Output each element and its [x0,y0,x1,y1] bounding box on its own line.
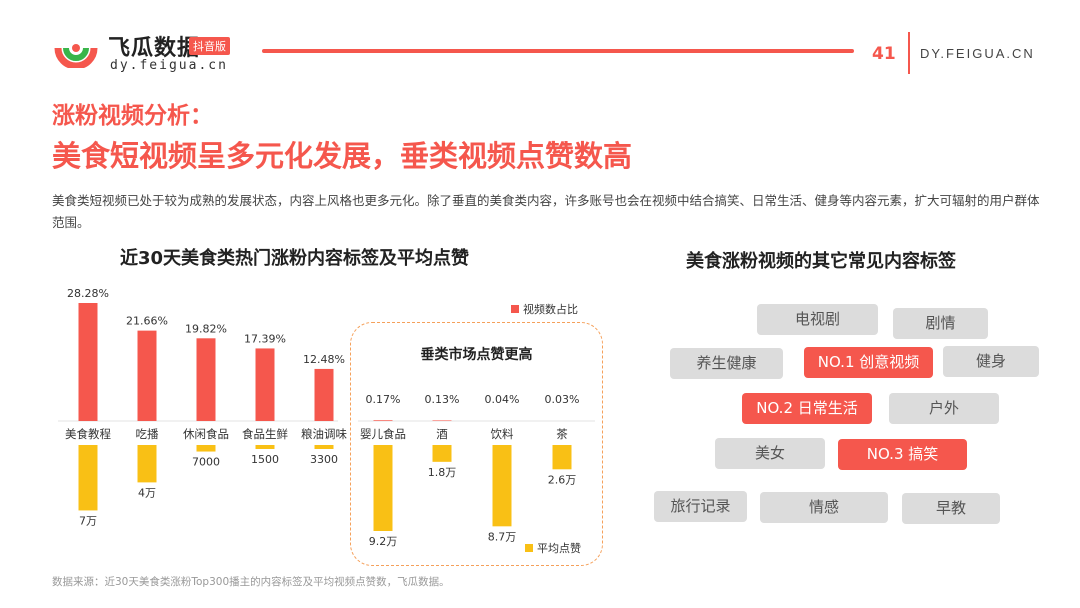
category-label: 粮油调味 [301,427,347,441]
highlight-box [350,322,603,566]
bar-video-share [314,368,334,421]
bar-video-share [78,303,98,421]
data-label-video-share: 0.17% [366,393,401,406]
tag-label: 情感 [760,492,888,523]
tag-label: 早教 [902,493,1000,524]
data-label-video-share: 0.04% [485,393,520,406]
tag-highlight: NO.2 日常生活 [742,393,872,424]
category-label: 休闲食品 [183,427,229,441]
bar-video-share [137,330,157,421]
data-label-avg-likes: 7000 [192,456,220,469]
bar-avg-likes [552,445,572,470]
tag-highlight: NO.1 创意视频 [804,347,933,378]
bar-video-share [196,338,216,421]
tag-label: 健身 [943,346,1039,377]
legend-swatch-gold [525,544,533,552]
bar-avg-likes [432,445,452,462]
data-label-avg-likes: 1500 [251,453,279,466]
bar-avg-likes [137,445,157,483]
data-label-avg-likes: 3300 [310,453,338,466]
data-source-note: 数据来源：近30天美食类涨粉Top300播主的内容标签及平均视频点赞数，飞瓜数据… [52,576,450,588]
data-label-avg-likes: 1.8万 [428,466,457,479]
feigua-logo [54,44,98,68]
legend-avg-likes: 平均点赞 [525,540,581,556]
page-title: 美食短视频呈多元化发展，垂类视频点赞数高 [52,139,633,173]
bar-avg-likes [314,445,334,449]
data-label-avg-likes: 8.7万 [488,530,517,543]
intro-paragraph: 美食类短视频已处于较为成熟的发展状态，内容上风格也更多元化。除了垂直的美食类内容… [52,193,1040,230]
legend-label: 平均点赞 [537,542,581,555]
tag-label: 美女 [715,438,825,469]
data-label-avg-likes: 7万 [79,514,97,527]
brand-badge: 抖音版 [189,37,230,55]
category-label: 食品生鲜 [242,427,288,441]
data-label-avg-likes: 4万 [138,486,156,499]
bar-video-share [432,420,452,421]
legend-swatch-red [511,305,519,313]
tag-label: 户外 [889,393,999,424]
data-label-video-share: 0.03% [545,393,580,406]
tag-label: 养生健康 [670,348,783,379]
brand-name: 飞瓜数据 [108,36,201,61]
data-label-avg-likes: 2.6万 [548,473,577,486]
header-divider [262,49,854,53]
category-label: 茶 [556,427,568,441]
bar-avg-likes [255,445,275,449]
data-label-avg-likes: 9.2万 [369,535,398,548]
bar-avg-likes [373,445,393,531]
section-title: 涨粉视频分析： [52,103,213,129]
category-label: 吃播 [136,427,159,441]
bar-avg-likes [78,445,98,511]
highlight-box-title: 垂类市场点赞更高 [420,347,533,363]
tag-label: 旅行记录 [654,491,747,522]
data-label-video-share: 12.48% [303,353,345,366]
legend-label: 视频数占比 [523,303,578,316]
bar-avg-likes [196,445,216,452]
tag-label: 剧情 [893,308,988,339]
header-separator [908,32,910,74]
legend-video-share: 视频数占比 [511,301,578,317]
bar-avg-likes [492,445,512,527]
brand-url: dy.feigua.cn [110,58,228,73]
page-number: 41 [872,44,896,64]
category-label: 婴儿食品 [360,427,406,441]
category-label: 美食教程 [65,427,111,441]
tags-title: 美食涨粉视频的其它常见内容标签 [686,251,956,272]
chart-title: 近30天美食类热门涨粉内容标签及平均点赞 [120,248,470,269]
bar-video-share [255,348,275,421]
data-label-video-share: 21.66% [126,315,168,328]
site-url[interactable]: DY.FEIGUA.CN [920,46,1035,61]
data-label-video-share: 17.39% [244,332,286,345]
category-label: 饮料 [491,427,514,441]
data-label-video-share: 0.13% [425,393,460,406]
data-label-video-share: 19.82% [185,322,227,335]
tag-highlight: NO.3 搞笑 [838,439,967,470]
bar-video-share [373,420,393,421]
category-label: 酒 [436,427,448,441]
data-label-video-share: 28.28% [67,287,109,300]
tag-label: 电视剧 [757,304,878,335]
